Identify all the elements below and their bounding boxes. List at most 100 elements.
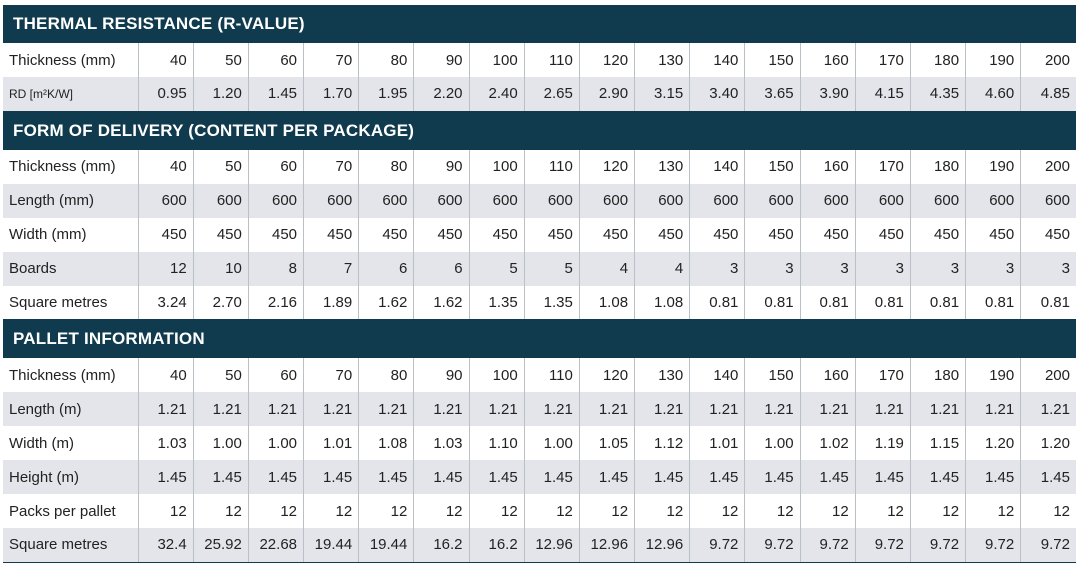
table-cell: 600 [468, 183, 525, 218]
table-cell: 9.72 [909, 528, 966, 563]
table-cell: 2.20 [413, 77, 470, 112]
table-cell: 200 [1020, 358, 1076, 392]
table-cell: 190 [965, 149, 1021, 184]
table-cell: 3.24 [137, 285, 194, 320]
table-cell: 1.45 [247, 77, 304, 112]
table-cell: 1.21 [1020, 392, 1076, 426]
table-cell: 1.45 [192, 460, 249, 494]
table-cell: 180 [909, 149, 966, 184]
table-cell: 1.21 [303, 392, 359, 426]
table-cell: 150 [744, 358, 801, 392]
table-cell: 1.70 [303, 77, 359, 112]
row-label: Width (mm) [9, 226, 87, 243]
table-cell: 450 [744, 217, 801, 252]
table-cell: 110 [523, 358, 580, 392]
table-cell: 1.08 [358, 426, 414, 460]
table-cell: 4 [634, 251, 690, 286]
row-label: Boards [3, 251, 138, 286]
table-cell: 16.2 [413, 528, 470, 563]
table-cell: 12 [523, 494, 580, 528]
table-cell: 90 [413, 358, 470, 392]
table-cell: 180 [909, 358, 966, 392]
table-cell: 1.21 [192, 392, 249, 426]
table-cell: 200 [1020, 43, 1076, 77]
table-cell: 3.90 [799, 77, 856, 112]
table-cell: 1.89 [303, 285, 359, 320]
row-label: Square metres [3, 528, 138, 563]
table-row: Packs per pallet 12 12 12 12 12 12 12 12 12 12 12 12… [3, 494, 1076, 528]
table-cell: 100 [468, 149, 525, 184]
table-cell: 1.00 [192, 426, 249, 460]
table-cell: 150 [744, 149, 801, 184]
table-cell: 0.81 [909, 285, 966, 320]
table-cell: 140 [689, 358, 745, 392]
table-cell: 3 [854, 251, 911, 286]
table-cell: 6 [358, 251, 414, 286]
table-cell: 1.45 [909, 460, 966, 494]
table-cell: 12.96 [634, 528, 690, 563]
table-cell: 12 [137, 494, 194, 528]
table-cell: 600 [634, 183, 690, 218]
table-cell: 450 [468, 217, 525, 252]
table-cell: 12 [909, 494, 966, 528]
table-cell: 9.72 [854, 528, 911, 563]
table-cell: 3 [965, 251, 1021, 286]
table-cell: 2.90 [578, 77, 635, 112]
table-cell: 130 [634, 358, 690, 392]
table-cell: 1.45 [578, 460, 635, 494]
table-cell: 450 [413, 217, 470, 252]
table-cell: 80 [358, 149, 414, 184]
table-cell: 10 [192, 251, 249, 286]
table-row: Height (m) 1.45 1.45 1.45 1.45 1.45 1.45 1.45 1.… [3, 460, 1076, 494]
table-cell: 1.15 [909, 426, 966, 460]
pallet-section-title: PALLET INFORMATION [3, 320, 1076, 358]
table-cell: 600 [413, 183, 470, 218]
table-cell: 1.08 [634, 285, 690, 320]
table-cell: 4.35 [909, 77, 966, 112]
table-cell: 90 [413, 43, 470, 77]
table-cell: 70 [303, 358, 359, 392]
table-cell: 130 [634, 149, 690, 184]
table-cell: 1.21 [799, 392, 856, 426]
row-label: Thickness (mm) [9, 366, 116, 384]
table-row: Thickness (mm) 40 50 60 70 80 90 100 110 120 130 14… [3, 358, 1076, 392]
table-row: Boards 12 10 8 7 6 6 5 5 4 4 3 3 3 3 3 3 3 [3, 251, 1076, 286]
table-cell: 100 [468, 43, 525, 77]
table-cell: 12 [744, 494, 801, 528]
table-cell: 3 [1020, 251, 1076, 286]
table-cell: 0.81 [689, 285, 745, 320]
table-cell: 50 [192, 149, 249, 184]
table-cell: 16.2 [468, 528, 525, 563]
table-cell: 3.15 [634, 77, 690, 112]
table-cell: 1.10 [468, 426, 525, 460]
table-cell: 4.60 [965, 77, 1021, 112]
table-cell: 70 [303, 43, 359, 77]
pallet-section: PALLET INFORMATION Thickness (mm) 40 50 60 7… [3, 320, 1076, 563]
table-cell: 1.03 [137, 426, 194, 460]
table-cell: 12.96 [523, 528, 580, 563]
table-cell: 130 [634, 43, 690, 77]
table-row: Length (m) 1.21 1.21 1.21 1.21 1.21 1.21 1.21 1.… [3, 392, 1076, 426]
table-cell: 1.08 [578, 285, 635, 320]
table-cell: 120 [578, 43, 635, 77]
table-cell: 600 [523, 183, 580, 218]
table-cell: 1.45 [744, 460, 801, 494]
thermal-table: Thickness (mm) 40 50 60 70 80 90 100 110 120 130 14… [3, 43, 1076, 112]
table-cell: 1.21 [689, 392, 745, 426]
table-cell: 2.16 [247, 285, 304, 320]
table-cell: 12 [192, 494, 249, 528]
delivery-table: Thickness (mm) 40 50 60 70 80 90 100 110 120 130 14… [3, 149, 1076, 320]
table-cell: 1.45 [689, 460, 745, 494]
table-row: Width (m) 1.03 1.00 1.00 1.01 1.08 1.03 1.10 1.0… [3, 426, 1076, 460]
table-cell: 1.21 [468, 392, 525, 426]
table-cell: 4 [578, 251, 635, 286]
table-cell: 2.40 [468, 77, 525, 112]
table-cell: 140 [689, 149, 745, 184]
table-cell: 120 [578, 149, 635, 184]
table-cell: 1.62 [413, 285, 470, 320]
table-cell: 200 [1020, 149, 1076, 184]
table-cell: 12 [468, 494, 525, 528]
table-cell: 1.45 [413, 460, 470, 494]
table-cell: 3.65 [744, 77, 801, 112]
table-cell: 170 [854, 149, 911, 184]
